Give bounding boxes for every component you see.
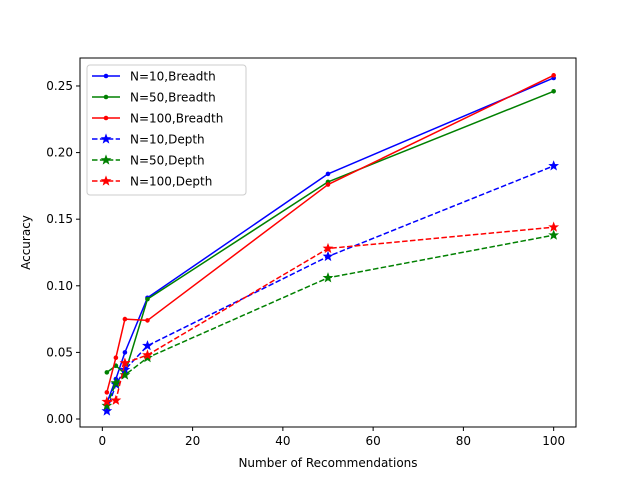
y-tick-label: 0.05 [46,345,73,359]
y-tick-label: 0.10 [46,279,73,293]
x-tick-label: 0 [99,434,107,448]
data-point [325,182,331,187]
data-point [122,316,128,322]
y-tick-label: 0.00 [46,412,73,426]
legend-marker [103,73,109,79]
data-point [119,357,131,368]
series [101,221,560,407]
y-tick-label: 0.15 [46,212,73,226]
data-point [101,400,113,411]
legend-item: N=50,Depth [92,154,205,168]
data-point [110,394,122,405]
legend-box [86,64,247,196]
data-point [322,242,334,254]
legend-marker [100,133,112,144]
series-line [106,226,554,403]
legend-label: N=10,Depth [130,133,205,147]
data-point [119,369,131,380]
legend-label: N=50,Breadth [130,91,216,105]
data-point [142,349,153,360]
legend-marker [103,115,109,121]
data-point [110,377,122,388]
x-axis: 0 20 40 60 80 100 [99,427,565,448]
data-point [101,396,113,407]
data-point [322,250,334,262]
series-layer [101,73,560,416]
data-point [104,370,110,375]
data-point [325,171,331,177]
legend-item: N=10,Breadth [92,70,216,84]
x-tick-label: 20 [185,434,200,448]
x-tick-label: 80 [456,434,471,448]
data-point [551,89,556,94]
legend-label: N=10,Breadth [130,70,216,84]
data-point [142,340,153,351]
data-point [101,405,113,416]
data-point [104,390,110,395]
data-point [322,272,334,283]
y-axis-label: Accuracy [19,215,33,270]
series-line [106,165,554,412]
legend-item: N=10,Depth [92,133,205,147]
legend-marker [100,175,112,186]
legend-marker [103,94,109,100]
data-point [145,318,150,323]
data-point [548,221,560,232]
x-tick-label: 40 [275,434,290,448]
legend-item: N=100,Depth [92,175,212,189]
series [101,160,560,416]
legend-item: N=50,Breadth [92,91,216,105]
y-tick-label: 0.25 [46,79,73,93]
data-point [122,350,128,355]
x-axis-label: Number of Recommendations [238,456,417,470]
x-tick-label: 100 [542,434,565,448]
data-point [551,73,556,78]
legend: N=10,Breadth N=50,Breadth N=100,Breadth N=1… [86,64,247,196]
x-tick-label: 60 [365,434,380,448]
data-point [548,160,560,171]
legend-item: N=100,Breadth [92,112,223,126]
legend-label: N=100,Breadth [130,112,223,126]
y-tick-label: 0.20 [46,146,73,160]
data-point [113,355,119,361]
series [104,73,556,395]
series-line [106,234,554,406]
data-point [145,296,150,302]
plot-frame [79,57,577,428]
data-point [548,229,560,240]
legend-marker [100,154,112,165]
legend-label: N=50,Depth [130,154,205,168]
y-axis: 0.00 0.05 0.10 0.15 0.20 0.25 [46,79,80,426]
series-line [106,74,554,393]
legend-label: N=100,Depth [130,175,212,189]
